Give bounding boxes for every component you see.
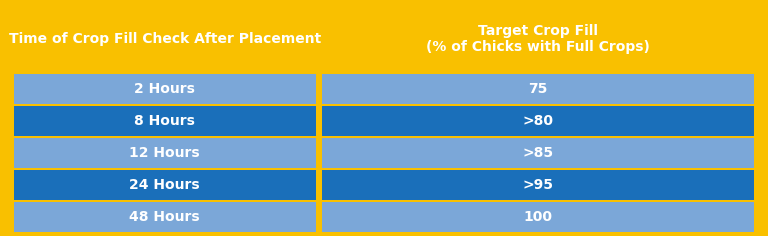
Text: Time of Crop Fill Check After Placement: Time of Crop Fill Check After Placement xyxy=(8,32,321,46)
Bar xyxy=(14,106,316,136)
Text: Target Crop Fill
(% of Chicks with Full Crops): Target Crop Fill (% of Chicks with Full … xyxy=(426,24,650,54)
Text: 75: 75 xyxy=(528,82,548,96)
Bar xyxy=(322,74,754,104)
Bar xyxy=(14,74,316,104)
Text: 48 Hours: 48 Hours xyxy=(130,210,200,224)
Text: 2 Hours: 2 Hours xyxy=(134,82,195,96)
Text: >80: >80 xyxy=(522,114,554,128)
Text: 24 Hours: 24 Hours xyxy=(130,178,200,192)
Text: 12 Hours: 12 Hours xyxy=(130,146,200,160)
Bar xyxy=(322,170,754,200)
Bar xyxy=(322,106,754,136)
Bar xyxy=(322,138,754,168)
Text: 8 Hours: 8 Hours xyxy=(134,114,195,128)
Bar xyxy=(14,202,316,232)
Text: >95: >95 xyxy=(522,178,554,192)
Bar xyxy=(322,202,754,232)
Bar xyxy=(14,170,316,200)
Bar xyxy=(14,138,316,168)
Text: >85: >85 xyxy=(522,146,554,160)
Text: 100: 100 xyxy=(524,210,552,224)
Bar xyxy=(14,4,316,74)
Bar xyxy=(322,4,754,74)
